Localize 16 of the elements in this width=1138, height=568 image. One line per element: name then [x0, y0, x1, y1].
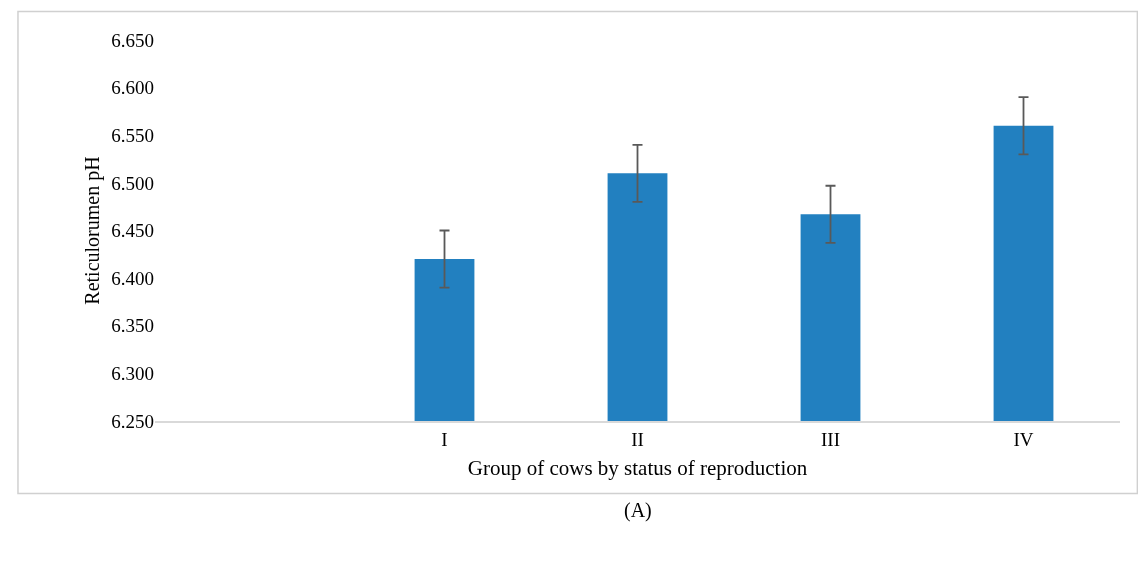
y-tick-label: 6.400	[111, 267, 154, 289]
y-axis-title: Reticulorumen pH	[80, 156, 104, 305]
text: (A)	[624, 499, 652, 522]
y-tick-label: 6.350	[111, 315, 154, 337]
x-tick-label: III	[821, 428, 840, 450]
y-tick-label: 6.650	[111, 29, 154, 51]
y-tick-label: 6.450	[111, 220, 154, 242]
y-tick-label: 6.500	[111, 172, 154, 194]
y-tick-label: 6.300	[111, 363, 154, 385]
x-tick-label: I	[441, 428, 448, 450]
x-tick-label: IV	[1013, 428, 1034, 450]
y-tick-label: 6.250	[111, 410, 154, 432]
y-tick-label: 6.600	[111, 77, 154, 99]
x-axis-title: Group of cows by status of reproduction	[467, 456, 808, 481]
x-tick-label: II	[631, 428, 644, 450]
y-tick-label: 6.550	[111, 124, 154, 146]
